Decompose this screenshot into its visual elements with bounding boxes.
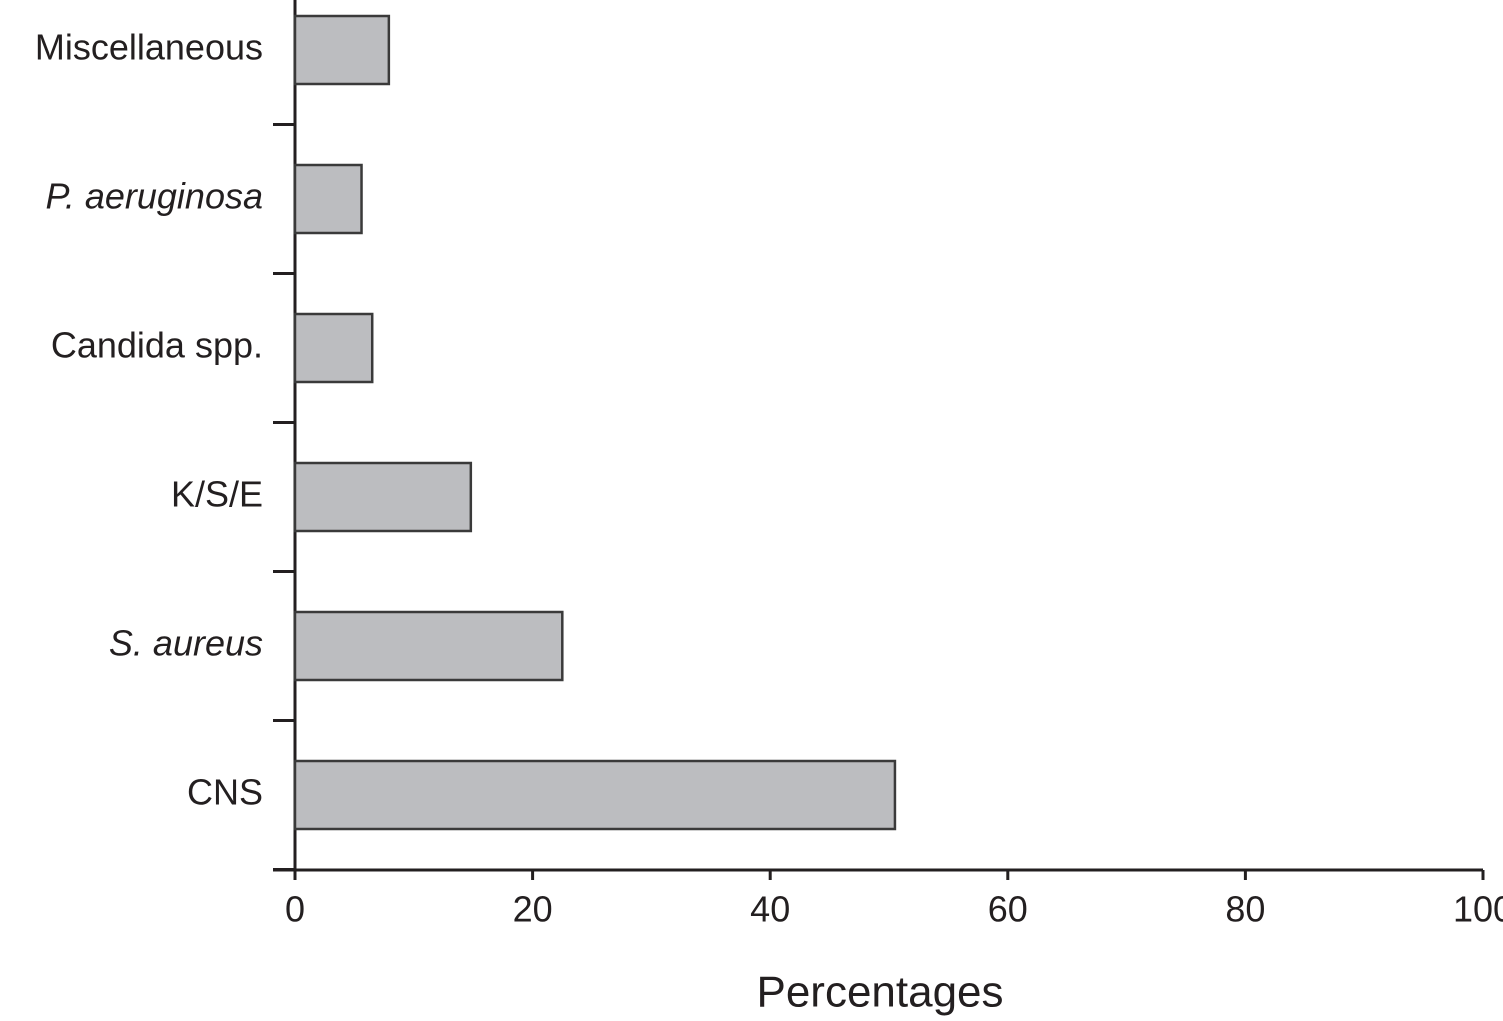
- x-tick-label: 20: [513, 889, 553, 930]
- x-axis-title: Percentages: [756, 968, 1003, 1017]
- x-tick-label: 100: [1453, 889, 1503, 930]
- bar: [293, 14, 391, 86]
- bar: [293, 759, 897, 831]
- y-tick-label: S. aureus: [109, 623, 263, 664]
- x-tick-label: 60: [988, 889, 1028, 930]
- bar: [293, 163, 363, 235]
- y-tick-label: Miscellaneous: [35, 27, 263, 68]
- y-tick-label: CNS: [187, 772, 263, 813]
- bar: [293, 461, 473, 533]
- x-tick-label: 40: [750, 889, 790, 930]
- y-tick-label: Candida spp.: [51, 325, 263, 366]
- x-tick-label: 0: [285, 889, 305, 930]
- x-tick-label: 80: [1225, 889, 1265, 930]
- bar: [293, 312, 374, 384]
- y-tick-label: K/S/E: [171, 474, 263, 515]
- bar: [293, 610, 564, 682]
- y-tick-label: P. aeruginosa: [45, 176, 263, 217]
